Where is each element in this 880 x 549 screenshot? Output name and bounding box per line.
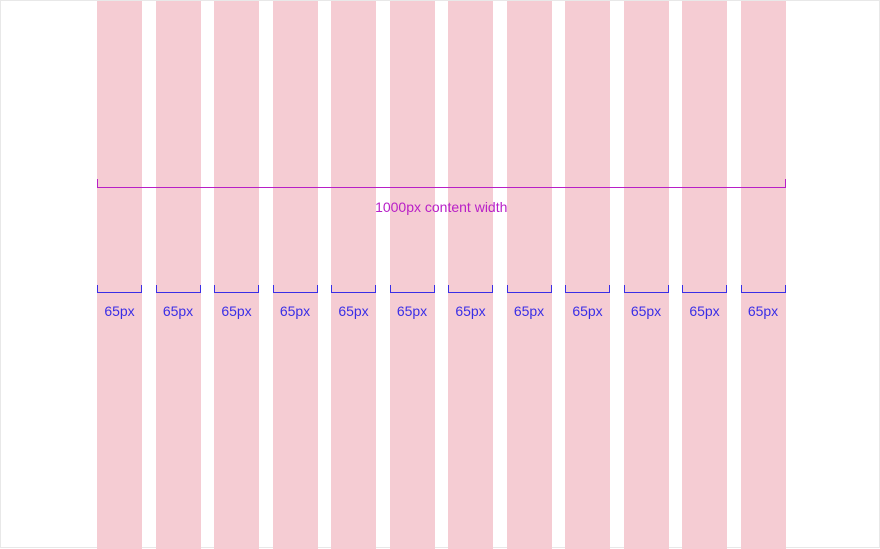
column-width-bracket [682,285,727,293]
column-width-label: 65px [513,303,545,319]
column-width-bracket [623,285,669,293]
column-width-bracket [565,285,610,293]
column-width-label: 65px [572,303,603,319]
grid-column [448,1,493,549]
column-width-label: 65px [455,303,486,319]
column-width-label: 65px [221,303,252,319]
content-width-label: 1000px content width [375,199,508,215]
column-width-label: 65px [338,303,369,319]
column-width-label: 65px [104,303,135,319]
column-width-bracket [506,285,552,293]
column-width-bracket [331,285,376,293]
column-width-bracket [97,285,142,293]
column-width-label: 65px [396,303,428,319]
content-width-bracket [97,179,786,188]
column-width-bracket [155,285,201,293]
column-width-bracket [214,285,259,293]
column-width-label: 65px [630,303,662,319]
column-width-label: 65px [747,303,779,319]
column-width-bracket [740,285,786,293]
column-width-bracket [389,285,435,293]
grid-column [389,1,435,549]
grid-column [740,1,786,549]
grid-column [272,1,318,549]
grid-column [506,1,552,549]
grid-column [155,1,201,549]
grid-column [565,1,610,549]
column-width-label: 65px [279,303,311,319]
column-width-label: 65px [162,303,194,319]
grid-column [214,1,259,549]
grid-column [623,1,669,549]
column-width-label: 65px [689,303,720,319]
grid-column [97,1,142,549]
grid-column [682,1,727,549]
column-width-bracket [272,285,318,293]
column-width-bracket [448,285,493,293]
grid-column [331,1,376,549]
